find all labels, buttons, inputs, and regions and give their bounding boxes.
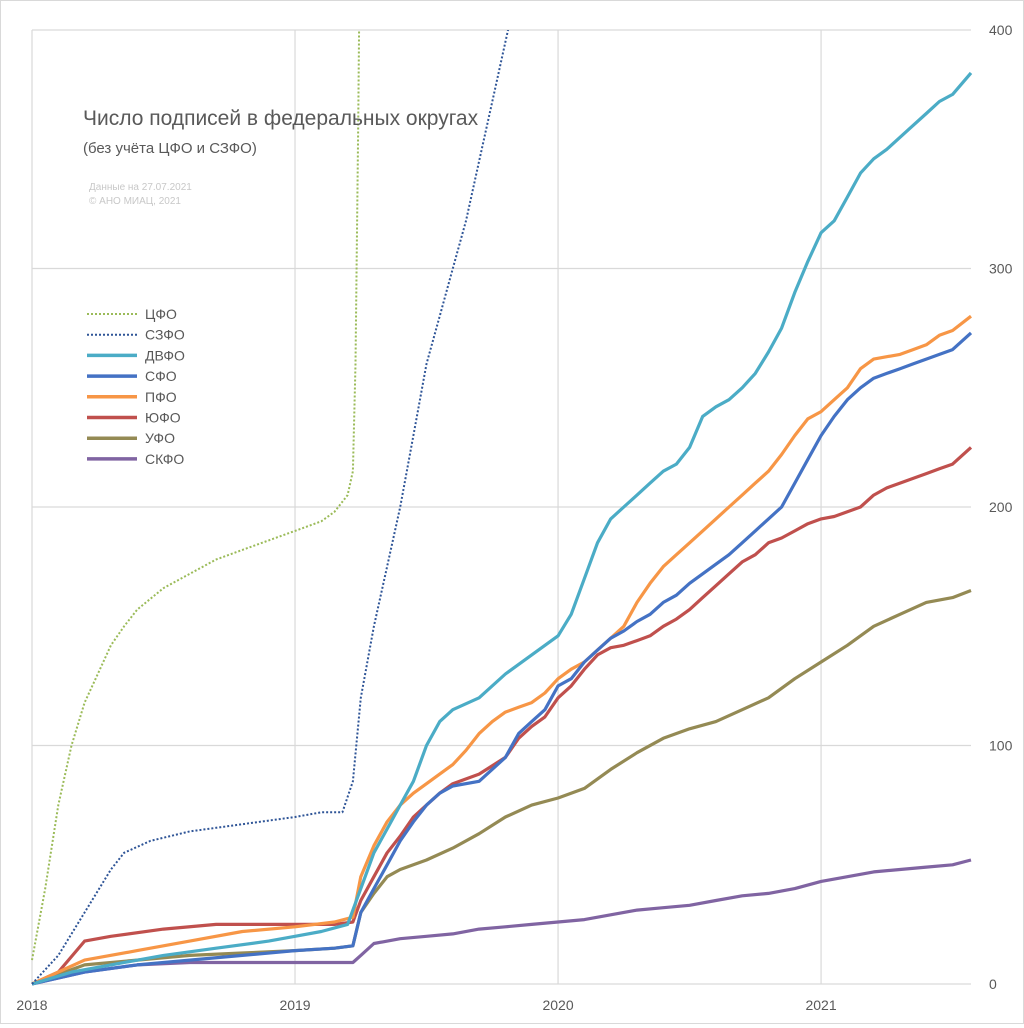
legend-label: ДВФО — [145, 347, 185, 363]
series-line-УФО — [31, 589, 972, 986]
legend-label: СЗФО — [145, 327, 185, 343]
y-tick-label: 100 — [989, 738, 1013, 754]
legend-label: УФО — [145, 430, 175, 446]
chart-title: Число подписей в федеральных округах — [83, 107, 479, 130]
series-line-ЦФО — [31, 30, 361, 961]
series-line-СКФО — [31, 858, 972, 986]
series-line-СФО — [31, 331, 973, 986]
x-tick-label: 2018 — [16, 997, 47, 1013]
y-tick-label: 200 — [989, 499, 1013, 515]
series-lines — [31, 30, 973, 986]
legend-label: ПФО — [145, 389, 177, 405]
x-tick-label: 2019 — [279, 997, 310, 1013]
data-date-note: Данные на 27.07.2021 — [89, 182, 192, 193]
legend-label: ЦФО — [145, 306, 177, 322]
y-tick-label: 0 — [989, 976, 997, 992]
x-tick-label: 2021 — [805, 997, 836, 1013]
chart-subtitle: (без учёта ЦФО и СЗФО) — [83, 140, 257, 157]
y-axis-tick-labels: 0 100 200 300 400 — [989, 22, 1013, 992]
x-tick-label: 2020 — [542, 997, 573, 1013]
copyright-note: © АНО МИАЦ, 2021 — [89, 196, 181, 207]
y-tick-label: 300 — [989, 261, 1013, 277]
legend-label: СКФО — [145, 451, 184, 467]
gridlines — [31, 29, 971, 985]
x-axis-tick-labels: 2018 2019 2020 2021 — [16, 997, 836, 1013]
series-line-СЗФО — [31, 30, 510, 985]
legend: ЦФО СЗФО ДВФО СФО ПФО ЮФО УФО СКФО — [87, 306, 185, 467]
y-tick-label: 400 — [989, 22, 1013, 38]
legend-label: СФО — [145, 368, 177, 384]
series-line-ЮФО — [31, 446, 973, 986]
legend-label: ЮФО — [145, 410, 181, 426]
series-line-ДВФО — [31, 71, 973, 986]
